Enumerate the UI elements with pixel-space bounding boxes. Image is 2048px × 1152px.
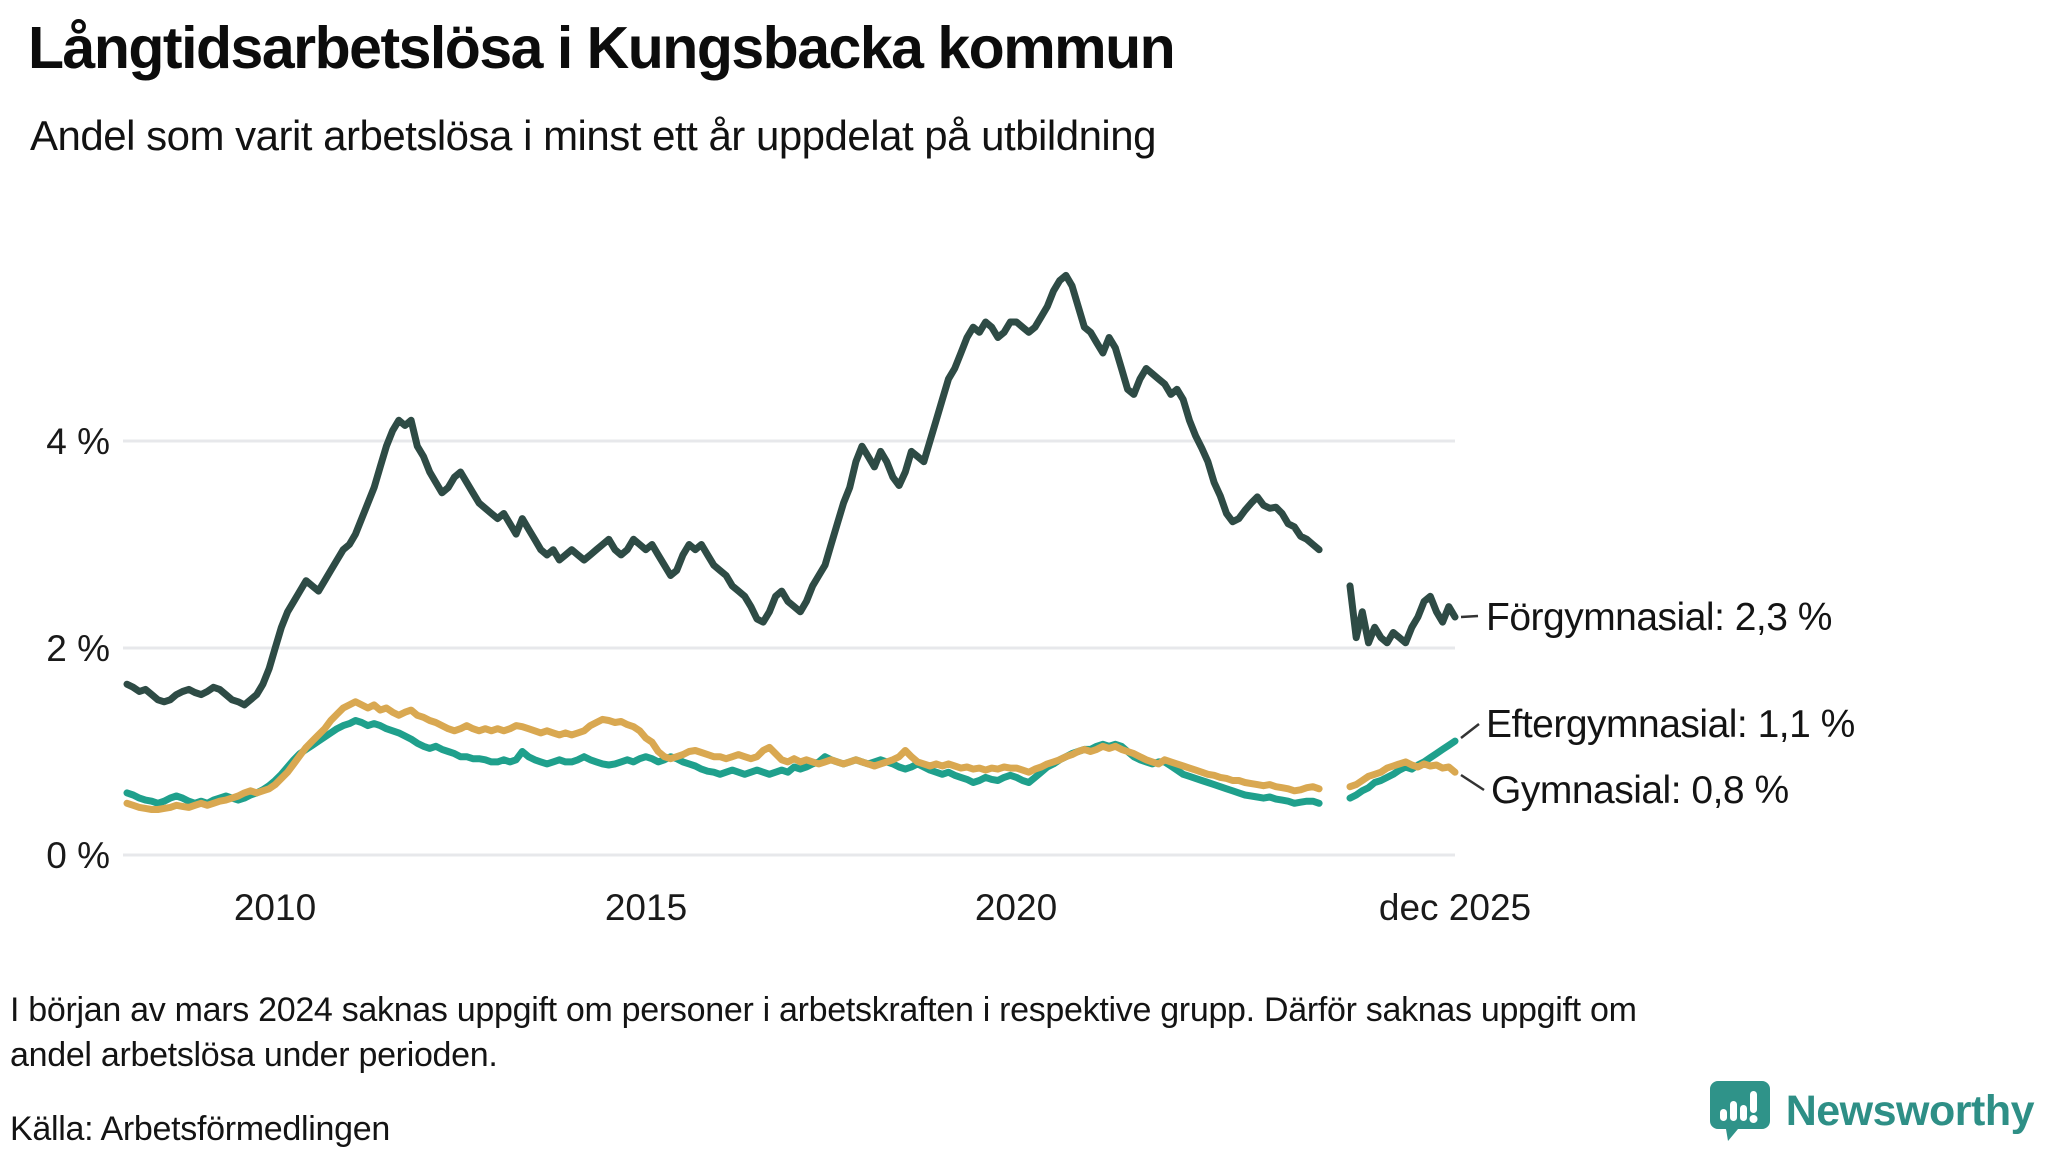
leader-eftergymnasial: [1460, 723, 1480, 739]
source-note: Källa: Arbetsförmedlingen: [10, 1110, 390, 1148]
data-series: [123, 271, 1459, 813]
x-tick-dec-2025: dec 2025: [1379, 887, 1531, 928]
y-tick-2: 2 %: [46, 628, 110, 669]
leader-gymnasial: [1460, 773, 1485, 792]
branding: Newsworthy: [1708, 1077, 2035, 1146]
footnote-line-2: andel arbetslösa under perioden.: [10, 1035, 498, 1074]
series-line-gymnasial: [123, 698, 1459, 813]
gridlines: [123, 439, 1455, 857]
end-label-forgymnasial: Förgymnasial: 2,3 %: [1486, 596, 1832, 639]
page-subtitle: Andel som varit arbetslösa i minst ett å…: [30, 112, 1156, 159]
newsworthy-logo-icon: [1708, 1077, 1772, 1146]
page-title: Långtidsarbetslösa i Kungsbacka kommun: [28, 15, 1176, 81]
x-axis: 2010 2015 2020 dec 2025: [234, 887, 1531, 928]
leader-forgymnasial: [1460, 614, 1479, 619]
y-axis: 4 % 2 % 0 %: [46, 421, 110, 876]
y-tick-4: 4 %: [46, 421, 110, 462]
y-tick-0: 0 %: [46, 835, 110, 876]
series-end-labels: Förgymnasial: 2,3 % Eftergymnasial: 1,1 …: [1486, 596, 1855, 812]
footnote: I början av mars 2024 saknas uppgift om …: [10, 988, 1637, 1078]
x-tick-2010: 2010: [234, 887, 316, 928]
end-label-eftergymnasial: Eftergymnasial: 1,1 %: [1486, 703, 1855, 746]
end-label-gymnasial: Gymnasial: 0,8 %: [1491, 769, 1789, 812]
x-tick-2020: 2020: [975, 887, 1057, 928]
label-leaders: [1460, 614, 1485, 792]
newsworthy-wordmark: Newsworthy: [1785, 1087, 2035, 1135]
footnote-line-1: I början av mars 2024 saknas uppgift om …: [10, 991, 1637, 1029]
x-tick-2015: 2015: [605, 887, 687, 928]
series-line-förgymnasial: [123, 271, 1459, 709]
